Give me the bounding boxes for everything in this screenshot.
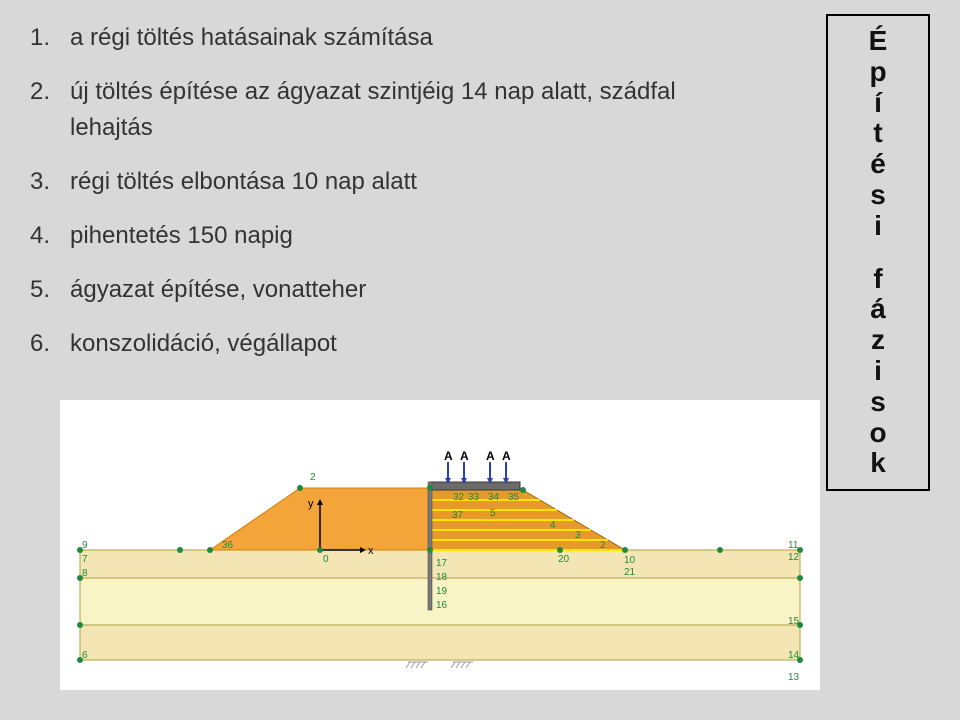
list-num: 4. <box>30 218 70 254</box>
svg-text:9: 9 <box>82 540 88 551</box>
svg-text:2: 2 <box>310 472 316 483</box>
side-char: í <box>828 88 928 119</box>
list-item: 4. pihentetés 150 napig <box>30 218 730 254</box>
side-char: p <box>828 57 928 88</box>
list-item: 3. régi töltés elbontása 10 nap alatt <box>30 164 730 200</box>
svg-text:A: A <box>444 449 453 463</box>
svg-text:13: 13 <box>788 672 800 683</box>
svg-text:18: 18 <box>436 572 448 583</box>
steps-ol: 1. a régi töltés hatásainak számítása 2.… <box>30 20 730 362</box>
svg-text:y: y <box>308 498 314 510</box>
svg-text:20: 20 <box>558 554 570 565</box>
side-char: á <box>828 294 928 325</box>
list-text: új töltés építése az ágyazat szintjéig 1… <box>70 74 730 146</box>
svg-text:5: 5 <box>490 508 496 519</box>
list-text: konszolidáció, végállapot <box>70 326 730 362</box>
svg-text:x: x <box>368 545 374 557</box>
list-num: 3. <box>30 164 70 200</box>
side-gap <box>828 242 928 264</box>
list-num: 5. <box>30 272 70 308</box>
slide: 1. a régi töltés hatásainak számítása 2.… <box>0 0 960 720</box>
svg-text:10: 10 <box>624 555 636 566</box>
side-char: s <box>828 387 928 418</box>
svg-text:36: 36 <box>222 540 234 551</box>
svg-text:6: 6 <box>82 650 88 661</box>
sidebar-title-box: É p í t é s i f á z i s o k <box>826 14 930 491</box>
side-char: s <box>828 180 928 211</box>
side-char: é <box>828 149 928 180</box>
diagram-svg: AAAAxy2369786032333435375432201021171819… <box>60 400 820 690</box>
svg-text:32: 32 <box>453 492 465 503</box>
svg-text:A: A <box>502 449 511 463</box>
list-item: 5. ágyazat építése, vonatteher <box>30 272 730 308</box>
list-num: 2. <box>30 74 70 146</box>
svg-text:0: 0 <box>323 554 329 565</box>
svg-text:A: A <box>460 449 469 463</box>
svg-text:37: 37 <box>452 510 464 521</box>
svg-text:15: 15 <box>788 616 800 627</box>
svg-text:A: A <box>486 449 495 463</box>
list-text: ágyazat építése, vonatteher <box>70 272 730 308</box>
steps-list: 1. a régi töltés hatásainak számítása 2.… <box>30 20 730 380</box>
list-item: 1. a régi töltés hatásainak számítása <box>30 20 730 56</box>
list-num: 6. <box>30 326 70 362</box>
list-item: 2. új töltés építése az ágyazat szintjéi… <box>30 74 730 146</box>
svg-text:11: 11 <box>788 540 799 551</box>
list-text: régi töltés elbontása 10 nap alatt <box>70 164 730 200</box>
svg-text:4: 4 <box>550 520 556 531</box>
side-char: f <box>828 264 928 295</box>
side-char: i <box>828 356 928 387</box>
list-num: 1. <box>30 20 70 56</box>
side-char: o <box>828 418 928 449</box>
svg-text:3: 3 <box>575 530 581 541</box>
svg-text:33: 33 <box>468 492 480 503</box>
svg-text:8: 8 <box>82 568 88 579</box>
list-text: pihentetés 150 napig <box>70 218 730 254</box>
svg-text:2: 2 <box>600 540 606 551</box>
svg-text:14: 14 <box>788 650 800 661</box>
svg-text:35: 35 <box>508 492 520 503</box>
svg-text:16: 16 <box>436 600 448 611</box>
side-char: k <box>828 448 928 479</box>
list-text: a régi töltés hatásainak számítása <box>70 20 730 56</box>
svg-text:7: 7 <box>82 554 88 565</box>
side-char: z <box>828 325 928 356</box>
side-char: t <box>828 118 928 149</box>
svg-text:21: 21 <box>624 567 636 578</box>
cross-section-diagram: AAAAxy2369786032333435375432201021171819… <box>60 400 820 690</box>
svg-text:34: 34 <box>488 492 500 503</box>
side-char: É <box>828 26 928 57</box>
svg-text:19: 19 <box>436 586 448 597</box>
side-char: i <box>828 211 928 242</box>
svg-text:12: 12 <box>788 552 800 563</box>
list-item: 6. konszolidáció, végállapot <box>30 326 730 362</box>
svg-text:17: 17 <box>436 558 448 569</box>
